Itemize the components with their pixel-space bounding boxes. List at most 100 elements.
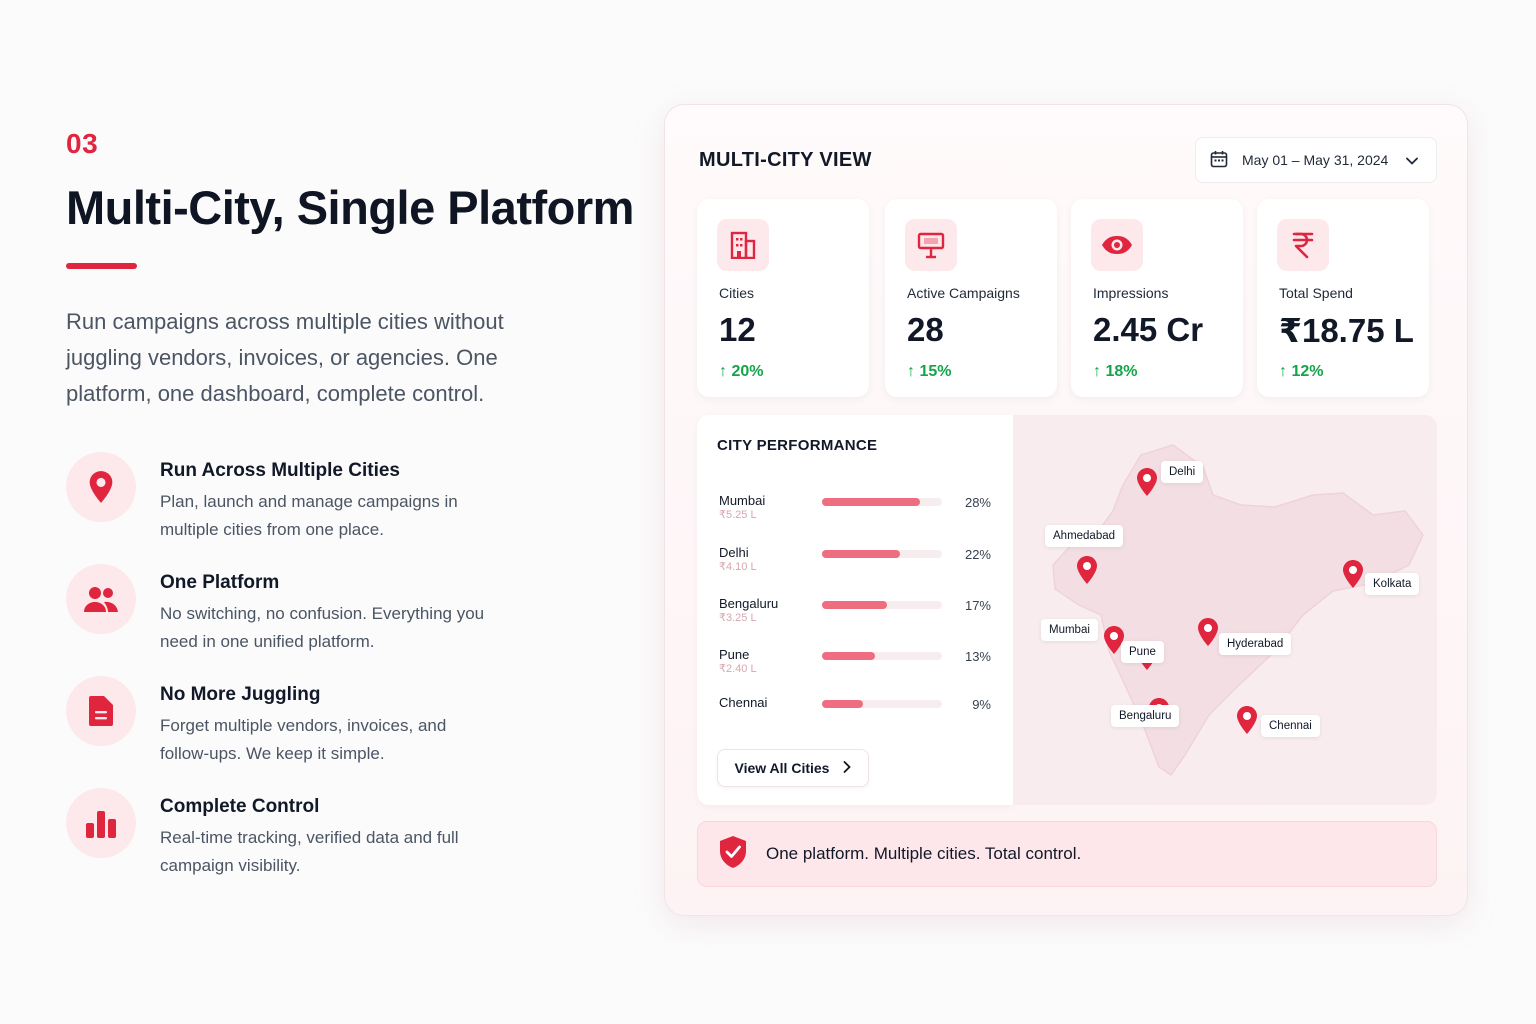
feature-description: No switching, no confusion. Everything y… (160, 604, 485, 651)
map-pin-icon[interactable] (1196, 617, 1220, 647)
india-map-outline (1052, 444, 1424, 777)
map-pin-icon[interactable] (1075, 555, 1099, 585)
feature-list: Run Across Multiple Cities Plan, launch … (66, 452, 646, 900)
section-intro: Run campaigns across multiple cities wit… (66, 309, 504, 406)
city-row-pune: Pune ₹2.40 L 13% (719, 647, 991, 687)
feature-description: Plan, launch and manage campaigns in mul… (160, 492, 458, 539)
city-name: Pune (719, 647, 750, 662)
feature-title: Run Across Multiple Cities (160, 460, 400, 481)
rupee-icon (1277, 219, 1329, 271)
building-icon (717, 219, 769, 271)
view-all-cities-button[interactable]: View All Cities (717, 749, 869, 787)
stat-label: Impressions (1093, 285, 1169, 301)
feature-item: Run Across Multiple Cities Plan, launch … (66, 452, 646, 564)
feature-description: Real-time tracking, verified data and fu… (160, 828, 459, 875)
section-number: 03 (66, 128, 99, 159)
arrow-up-icon: ↑ (719, 363, 732, 380)
feature-description: Forget multiple vendors, invoices, and f… (160, 716, 447, 763)
feature-section: 03 Multi-City, Single Platform Run campa… (66, 128, 646, 900)
arrow-up-icon: ↑ (907, 363, 920, 380)
stat-label: Total Spend (1279, 285, 1353, 301)
users-icon (66, 564, 136, 634)
city-share-bar (822, 498, 942, 506)
city-name: Mumbai (719, 493, 766, 508)
stat-card-cities: Cities 12 ↑ 20% (697, 199, 869, 397)
feature-title: No More Juggling (160, 684, 321, 705)
view-all-label: View All Cities (734, 760, 830, 776)
stat-card-campaigns: Active Campaigns 28 ↑ 15% (885, 199, 1057, 397)
map-city-label: Delhi (1161, 461, 1204, 483)
map-city-label: Pune (1121, 641, 1164, 663)
dashboard-card: MULTI-CITY VIEW May 01 – May 31, 2024 Ci… (664, 104, 1468, 916)
stat-card-impressions: Impressions 2.45 Cr ↑ 18% (1071, 199, 1243, 397)
city-share-bar (822, 652, 942, 660)
city-row-bengaluru: Bengaluru ₹3.25 L 17% (719, 596, 991, 636)
city-row-delhi: Delhi ₹4.10 L 22% (719, 545, 991, 585)
map-pin-icon[interactable] (1102, 625, 1126, 655)
stat-change: ↑ 12% (1279, 363, 1324, 380)
city-share-pct: 28% (964, 495, 991, 510)
stat-change: ↑ 15% (907, 363, 952, 380)
feature-item: One Platform No switching, no confusion.… (66, 564, 646, 676)
city-spend: ₹3.25 L (719, 612, 757, 624)
map-city-label: Chennai (1261, 715, 1320, 737)
stat-label: Cities (719, 285, 755, 301)
arrow-up-icon: ↑ (1093, 363, 1106, 380)
city-map[interactable]: Delhi Ahmedabad Kolkata Mumbai Pune Hyderabad… (1013, 415, 1437, 805)
stats-row: Cities 12 ↑ 20% Active Campaigns 28 ↑ 15… (697, 199, 1437, 397)
summary-banner: One platform. Multiple cities. Total con… (697, 821, 1437, 887)
city-row-mumbai: Mumbai ₹5.25 L 28% (719, 493, 991, 533)
date-range-picker[interactable]: May 01 – May 31, 2024 (1195, 137, 1437, 183)
chevron-right-icon (843, 760, 852, 776)
city-share-bar (822, 700, 942, 708)
feature-title: One Platform (160, 572, 280, 593)
city-share-fill (822, 550, 900, 558)
feature-title: Complete Control (160, 796, 320, 817)
city-row-chennai: Chennai 9% (719, 695, 991, 735)
map-pin-icon (66, 452, 136, 522)
stat-card-spend: Total Spend ₹18.75 L ↑ 12% (1257, 199, 1429, 397)
map-pin-icon[interactable] (1235, 705, 1259, 735)
stat-value: ₹18.75 L (1279, 312, 1414, 349)
feature-item: Complete Control Real-time tracking, ver… (66, 788, 646, 900)
city-share-fill (822, 700, 863, 708)
billboard-icon (905, 219, 957, 271)
accent-divider (66, 263, 137, 269)
dashboard-title: MULTI-CITY VIEW (699, 149, 872, 171)
city-performance-title: CITY PERFORMANCE (717, 437, 878, 454)
city-share-fill (822, 498, 921, 506)
city-share-pct: 22% (964, 547, 991, 562)
city-performance-panel: CITY PERFORMANCE Mumbai ₹5.25 L 28% Delhi ₹4… (697, 415, 1013, 805)
city-name: Chennai (719, 695, 768, 710)
stat-value: 2.45 Cr (1093, 311, 1204, 348)
stat-change: ↑ 20% (719, 363, 764, 380)
city-spend: ₹5.25 L (719, 509, 757, 521)
city-share-pct: 9% (972, 697, 991, 712)
city-share-fill (822, 652, 875, 660)
map-pin-icon[interactable] (1135, 467, 1159, 497)
document-icon (66, 676, 136, 746)
bar-chart-icon (66, 788, 136, 858)
shield-check-icon (718, 835, 748, 874)
city-name: Delhi (719, 545, 749, 560)
city-share-pct: 17% (964, 598, 991, 613)
calendar-icon (1210, 150, 1228, 171)
stat-change: ↑ 18% (1093, 363, 1138, 380)
map-city-label: Mumbai (1041, 619, 1098, 641)
stat-label: Active Campaigns (907, 285, 1020, 301)
stat-value: 28 (907, 311, 944, 348)
city-share-bar (822, 550, 942, 558)
city-share-pct: 13% (964, 649, 991, 664)
banner-text: One platform. Multiple cities. Total con… (766, 844, 1082, 863)
map-city-label: Bengaluru (1111, 705, 1180, 727)
city-share-bar (822, 601, 942, 609)
map-city-label: Hyderabad (1219, 633, 1292, 655)
feature-item: No More Juggling Forget multiple vendors… (66, 676, 646, 788)
arrow-up-icon: ↑ (1279, 363, 1292, 380)
map-city-label: Kolkata (1365, 573, 1420, 595)
city-share-fill (822, 601, 887, 609)
city-spend: ₹2.40 L (719, 663, 757, 675)
stat-value: 12 (719, 311, 756, 348)
map-pin-icon[interactable] (1341, 559, 1365, 589)
chevron-down-icon (1406, 152, 1419, 168)
